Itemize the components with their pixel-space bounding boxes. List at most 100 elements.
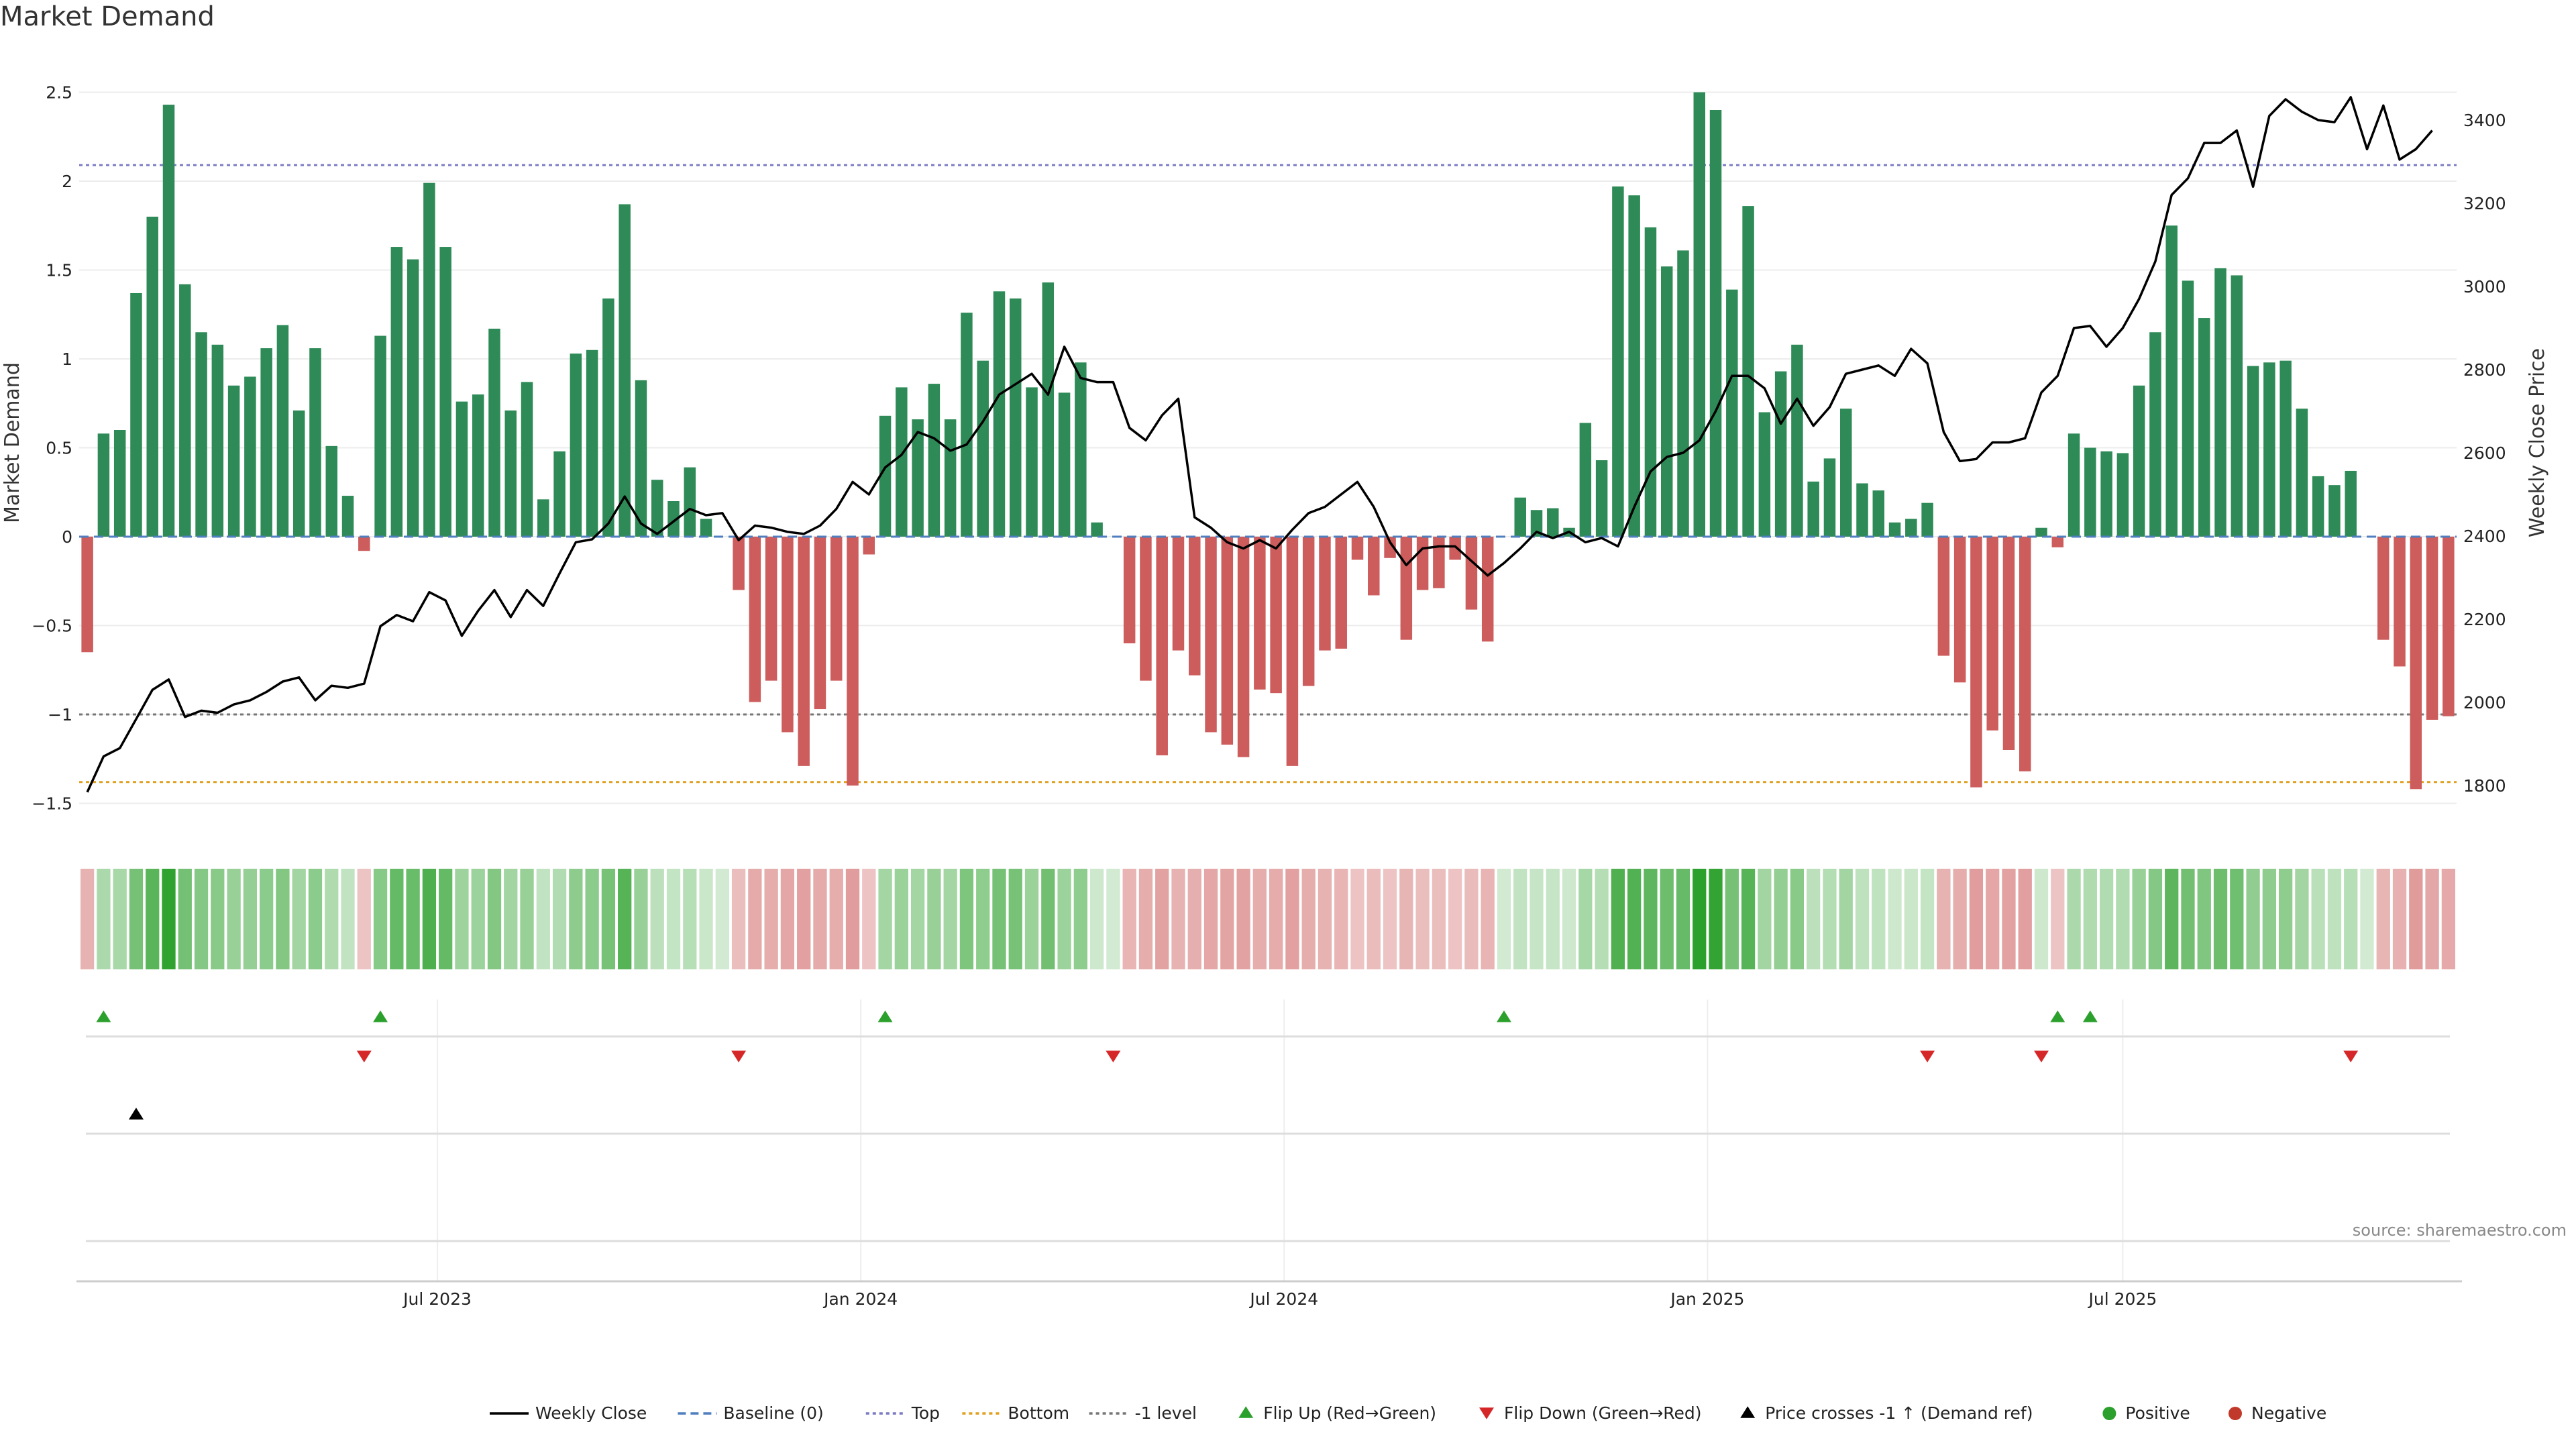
heat-cell — [1138, 869, 1153, 969]
demand-bar — [537, 499, 549, 537]
demand-bar — [2345, 470, 2357, 537]
legend-label: Baseline (0) — [723, 1403, 823, 1423]
heat-cell — [1008, 869, 1022, 969]
demand-bar — [1709, 110, 1722, 537]
heat-cell — [2392, 869, 2407, 969]
demand-bar — [2312, 476, 2324, 537]
demand-bar — [2035, 527, 2047, 537]
demand-bar — [961, 313, 973, 537]
demand-bar — [1237, 537, 1250, 757]
flip-up-marker — [2050, 1010, 2065, 1022]
heat-cell — [2116, 869, 2130, 969]
demand-bar — [2296, 409, 2308, 537]
heat-cell — [1089, 869, 1104, 969]
demand-bar — [1742, 206, 1754, 537]
demand-bar — [146, 217, 158, 537]
demand-bar — [1270, 537, 1282, 694]
heat-cell — [1334, 869, 1348, 969]
heat-cell — [1318, 869, 1332, 969]
heat-cell — [211, 869, 225, 969]
demand-bar — [2165, 225, 2178, 537]
demand-bar — [1368, 537, 1380, 596]
flip-down-marker — [356, 1051, 372, 1063]
heat-cell — [2051, 869, 2065, 969]
demand-bar — [1302, 537, 1315, 686]
demand-bar — [179, 284, 191, 537]
heat-cell — [585, 869, 599, 969]
demand-bar — [635, 380, 647, 537]
heat-cell — [1807, 869, 1821, 969]
heat-cell — [146, 869, 160, 969]
demand-bar — [374, 335, 386, 537]
heat-cell — [471, 869, 485, 969]
heat-cell — [1546, 869, 1560, 969]
demand-bar — [2084, 447, 2096, 537]
heat-cell — [569, 869, 583, 969]
heat-cell — [227, 869, 241, 969]
heat-cell — [1969, 869, 1984, 969]
demand-bar — [896, 387, 908, 537]
heat-cell — [390, 869, 404, 969]
demand-bar — [390, 247, 403, 537]
demand-bar — [1286, 537, 1299, 766]
demand-bar — [2394, 537, 2406, 667]
demand-bar — [97, 433, 110, 537]
heat-cell — [1399, 869, 1413, 969]
demand-bar — [977, 360, 989, 537]
demand-bar — [2068, 433, 2080, 537]
legend-label: Weekly Close — [535, 1403, 647, 1423]
heat-cell — [764, 869, 778, 969]
demand-bar — [1042, 282, 1055, 537]
demand-bar — [1221, 537, 1234, 745]
y2-tick-label: 2600 — [2463, 443, 2506, 463]
demand-bar — [309, 348, 321, 537]
x-tick-label: Jul 2024 — [1248, 1289, 1318, 1309]
heat-cell — [992, 869, 1006, 969]
y-tick-label: 1 — [62, 350, 72, 369]
heat-cell — [1220, 869, 1234, 969]
heat-cell — [959, 869, 974, 969]
demand-bar — [1888, 522, 1901, 537]
legend-swatch — [2102, 1407, 2116, 1420]
heat-cell — [1269, 869, 1283, 969]
demand-bar — [2231, 275, 2243, 537]
heat-cell — [422, 869, 437, 969]
demand-bar — [2116, 453, 2129, 537]
demand-bar — [1693, 92, 1705, 537]
flip-down-marker — [2034, 1051, 2049, 1063]
legend-swatch — [2229, 1407, 2242, 1420]
heat-cell — [536, 869, 550, 969]
demand-bar — [782, 537, 794, 733]
heat-cell — [2246, 869, 2260, 969]
heat-cell — [829, 869, 843, 969]
demand-bar — [260, 348, 272, 537]
heat-cell — [1855, 869, 1870, 969]
demand-bar — [341, 496, 354, 537]
heat-cell — [1171, 869, 1185, 969]
y2-tick-label: 1800 — [2463, 776, 2506, 796]
heat-cell — [2002, 869, 2016, 969]
heat-cell — [2148, 869, 2163, 969]
demand-bar — [358, 537, 370, 551]
heat-cell — [813, 869, 827, 969]
demand-bar — [1384, 537, 1396, 558]
demand-bar — [325, 445, 337, 537]
heat-cell — [748, 869, 762, 969]
y-tick-label: −1.5 — [32, 794, 72, 814]
heat-cell — [634, 869, 648, 969]
heat-cell — [129, 869, 144, 969]
heat-cell — [927, 869, 941, 969]
y2-axis-title: Weekly Close Price — [2526, 348, 2549, 537]
demand-bar — [2377, 537, 2390, 640]
heat-cell — [1301, 869, 1316, 969]
demand-bar — [1335, 537, 1347, 649]
heat-cell — [1432, 869, 1446, 969]
demand-bar — [1514, 497, 1526, 537]
demand-bar — [195, 332, 207, 537]
y2-tick-label: 2800 — [2463, 360, 2506, 380]
x-tick-label: Jan 2024 — [822, 1289, 898, 1309]
demand-bar — [1677, 250, 1689, 537]
heat-cell — [943, 869, 957, 969]
heat-cell — [113, 869, 127, 969]
demand-bar — [1416, 537, 1429, 590]
